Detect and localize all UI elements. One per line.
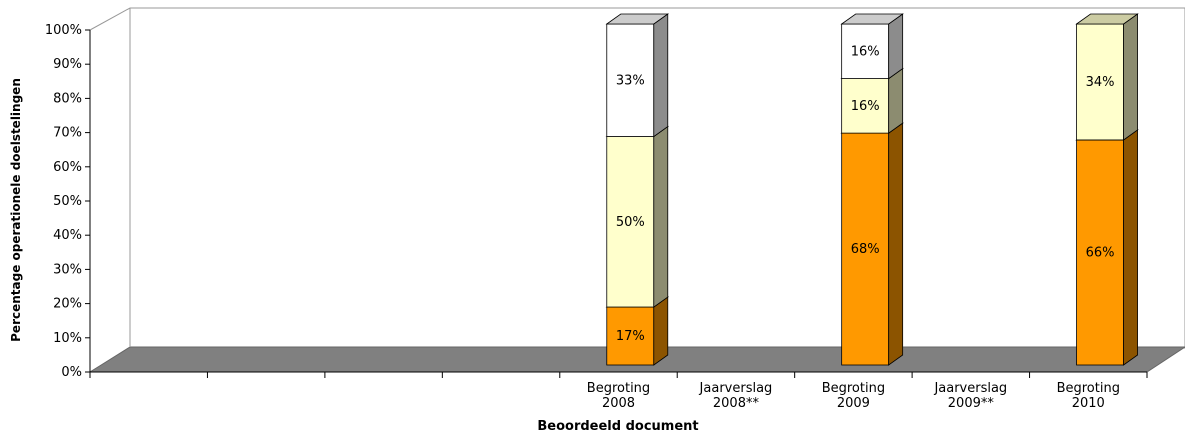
bar-segment	[606, 23, 655, 137]
bar-side	[888, 67, 904, 134]
bar-side	[653, 296, 669, 366]
x-tick-label: Jaarverslag 2008**	[699, 381, 773, 411]
data-label: 66%	[1086, 245, 1115, 260]
data-label: 33%	[616, 73, 645, 88]
y-tick-label: 90%	[53, 57, 82, 72]
y-tick-label: 50%	[53, 194, 82, 209]
bar-top	[605, 13, 670, 25]
y-tick-label: 30%	[53, 262, 82, 277]
bar-side	[1123, 13, 1138, 141]
y-tick-label: 40%	[53, 228, 82, 243]
bar-segment	[606, 136, 655, 308]
bar-segment	[841, 23, 890, 79]
y-tick-label: 60%	[53, 160, 82, 175]
bar-side	[888, 122, 904, 366]
y-tick-label: 100%	[45, 23, 82, 38]
data-label: 16%	[851, 99, 880, 114]
y-tick-label: 20%	[53, 297, 82, 312]
bar-top	[1075, 13, 1139, 25]
y-tick-label: 80%	[53, 91, 82, 106]
bar-segment	[606, 306, 655, 366]
x-tick-label: Jaarverslag 2009**	[933, 381, 1007, 411]
bar-side	[888, 13, 904, 80]
y-tick-label: 0%	[61, 365, 82, 380]
x-tick-label: Begroting 2010	[1057, 381, 1120, 411]
bar-side	[653, 13, 669, 138]
x-tick-label: Begroting 2009	[822, 381, 885, 411]
bar-segment	[1076, 23, 1124, 141]
y-axis-label: Percentage operationele doelstelingen	[9, 78, 23, 342]
x-tick-label: Begroting 2008	[587, 381, 650, 411]
y-tick-label: 10%	[53, 331, 82, 346]
bar-top	[840, 13, 904, 25]
bar-side	[653, 125, 669, 308]
data-label: 50%	[616, 215, 645, 230]
data-label: 17%	[616, 329, 645, 344]
bar-segment	[841, 132, 890, 366]
data-label: 34%	[1086, 75, 1115, 90]
bar-side	[1123, 129, 1138, 366]
data-label: 16%	[851, 44, 880, 59]
x-axis-label: Beoordeeld document	[537, 419, 698, 434]
y-tick-label: 70%	[53, 126, 82, 141]
data-label: 68%	[851, 242, 880, 257]
